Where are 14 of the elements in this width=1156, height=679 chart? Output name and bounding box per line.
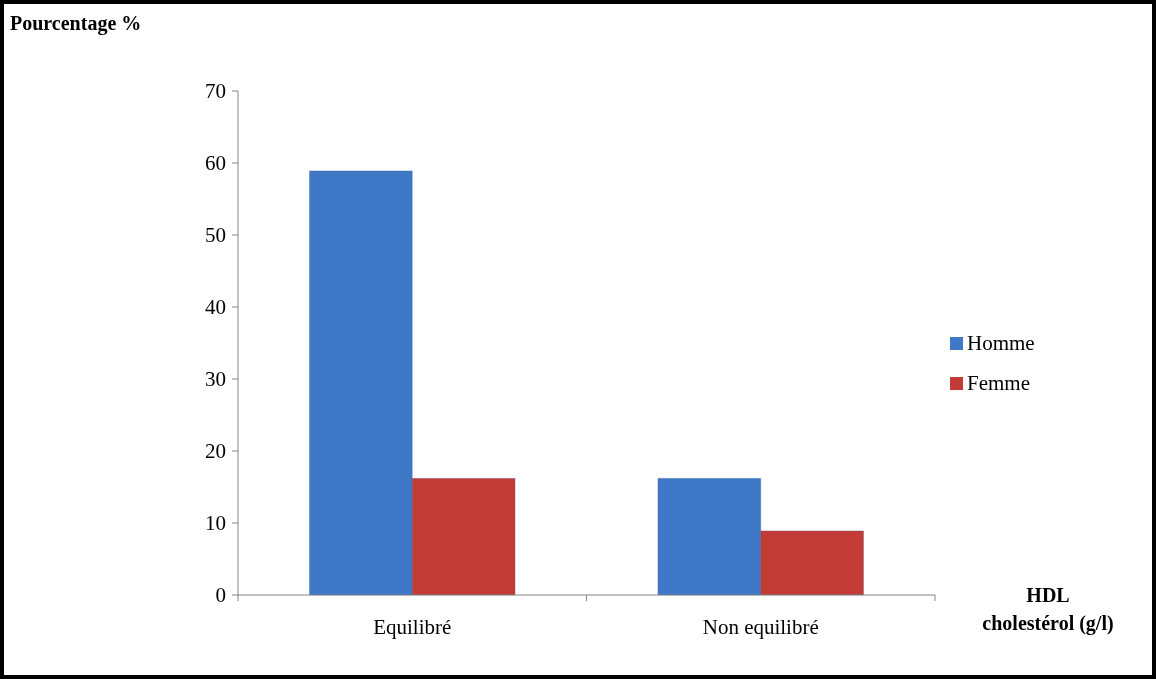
y-tick-label: 0 <box>215 583 226 608</box>
legend-label: Homme <box>967 331 1035 356</box>
y-tick-label: 40 <box>205 295 226 320</box>
y-tick-label: 50 <box>205 223 226 248</box>
y-tick-label: 30 <box>205 367 226 392</box>
y-tick-label: 10 <box>205 511 226 536</box>
x-axis-title: HDL cholestérol (g/l) <box>982 584 1114 635</box>
y-tick-label: 20 <box>205 439 226 464</box>
x-tick-label: Equilibré <box>373 615 452 639</box>
y-tick-label: 70 <box>205 79 226 104</box>
legend-label: Femme <box>967 371 1030 396</box>
y-tick-label: 60 <box>205 151 226 176</box>
y-axis-title: Pourcentage % <box>10 12 142 35</box>
x-tick-label: Non equilibré <box>702 615 819 639</box>
